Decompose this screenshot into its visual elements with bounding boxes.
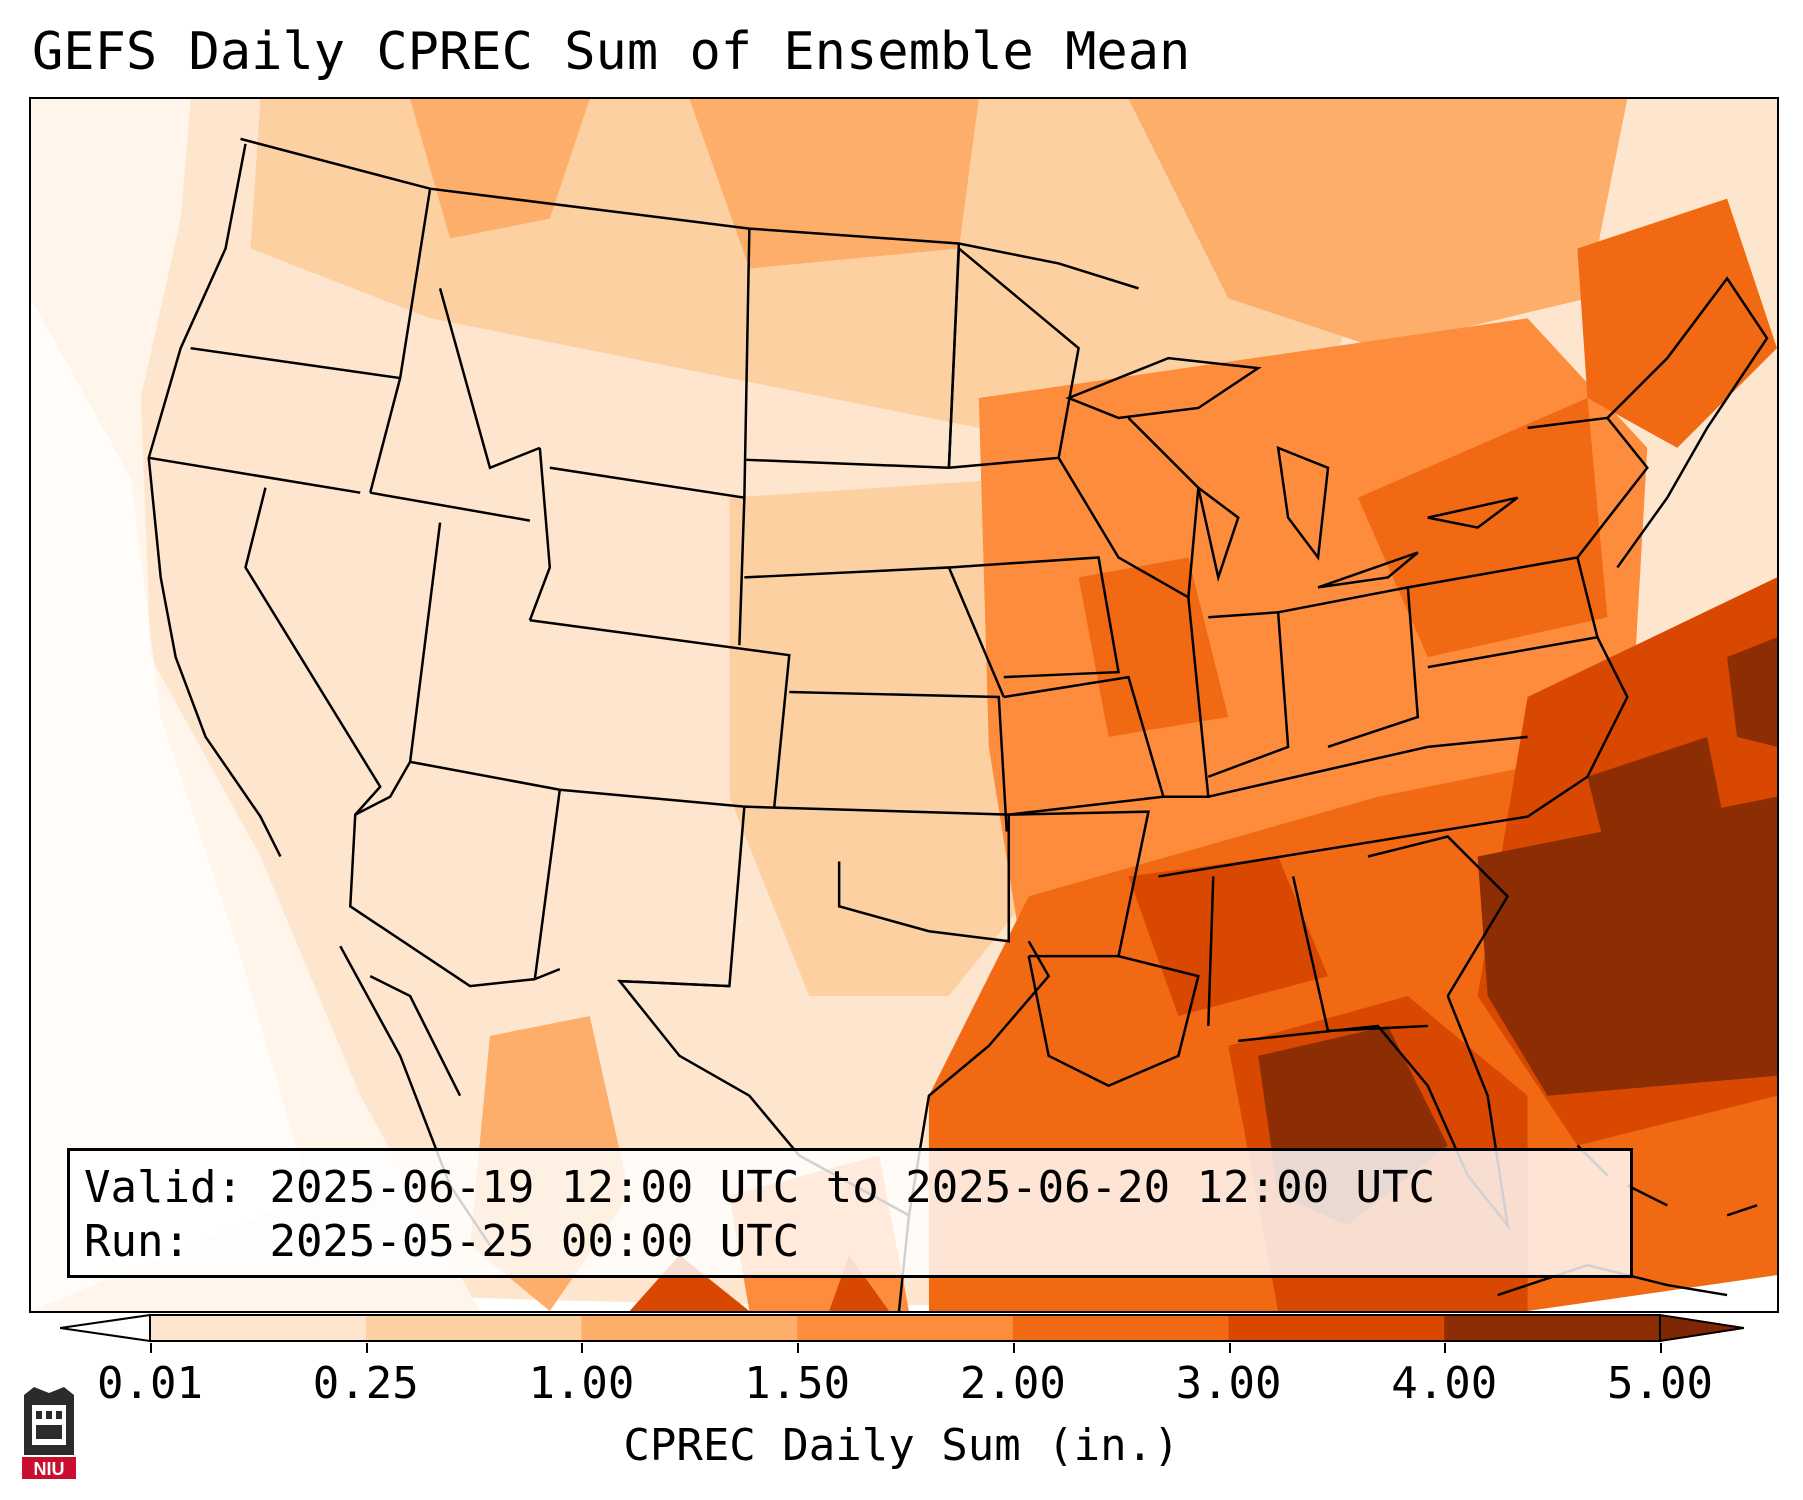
wyoming-west-border [528,447,552,621]
colorbar-tick-mark [797,1343,800,1353]
iowa-borders [948,556,1120,679]
arkansas-borders [1008,810,1150,958]
logo-text: NIU [34,1459,65,1479]
colorbar-segment [150,1315,367,1341]
colorbar-over-arrow [1659,1313,1744,1343]
atlantic-deep-patch-2 [1587,736,1728,857]
arizona-borders [348,761,535,988]
colorbar [60,1313,1744,1343]
illinois-patch [1078,557,1229,737]
montana-east-border [743,228,751,498]
california-nevada-border [244,487,382,816]
colorbar-tick-label: 0.01 [97,1358,203,1409]
colorbar-segment [1228,1315,1445,1341]
northeast-patch [1357,398,1608,658]
lake-huron [1276,445,1330,561]
washington-oregon-border [190,346,401,380]
idaho-montana-border [438,288,541,470]
mexico-patch-2 [629,1255,750,1311]
colorbar-tick-label: 2.00 [959,1358,1066,1409]
map-title: GEFS Daily CPREC Sum of Ensemble Mean [32,22,1191,82]
niu-logo: NIU [22,1387,76,1479]
lake-ontario [1427,496,1519,529]
idaho-south-border [370,491,531,522]
logo-door [36,1425,62,1439]
colorado-borders [529,619,791,807]
louisiana-borders [1027,954,1200,1088]
colorbar-tick-label: 4.00 [1391,1358,1498,1409]
pacific-white-field [31,298,311,1311]
west-interior-field [210,398,750,1096]
logo-badge [22,1457,76,1479]
canada-patch-2 [689,99,979,269]
colorbar-tick-label: 1.50 [744,1358,851,1409]
georgia-sc-border [1367,835,1510,997]
oklahoma-borders [744,805,1011,943]
lake-michigan [1196,484,1240,583]
colorbar-segment [797,1315,1014,1341]
colorbar-tick-mark [1660,1343,1662,1353]
kentucky-tennessee-border [1208,735,1528,798]
valid-run-info-box: Valid: 2025-06-19 12:00 UTC to 2025-06-2… [67,1148,1633,1278]
indiana-borders [1207,610,1290,778]
ohio-borders [1277,585,1420,749]
nd-sd-border [746,458,949,470]
tn-south-border [1158,775,1589,878]
mississippi-alabama-border [1207,876,1215,1026]
colorbar-tick-label: 3.00 [1175,1358,1282,1409]
new-york-borders [1527,416,1649,559]
pacific-coastline [147,143,282,858]
colorbar-tick-label: 1.00 [528,1358,635,1409]
bahamas-2 [1626,1184,1668,1207]
colorbar-label: CPREC Daily Sum (in.) [623,1420,1180,1471]
atlantic-deep-patch [1477,796,1777,1096]
run-label: Run: [84,1216,190,1267]
colorbar-segment [1444,1315,1661,1341]
maine-patch [1577,198,1777,448]
idaho-west-border [369,188,432,494]
alabama-patch [1128,856,1329,1016]
colorbar-segment [365,1315,582,1341]
map-canvas [31,99,1777,1311]
colorbar-tick-label: 0.25 [312,1358,419,1409]
colorbar-tick-label: 5.00 [1607,1358,1713,1409]
bahamas-3 [1726,1204,1758,1217]
oregon-south-border [148,456,361,494]
lake-erie [1317,551,1419,589]
canada-patch-3 [1128,99,1628,349]
new-england-coast [1606,276,1769,569]
us-canada-border [240,137,1139,290]
lake-superior [1065,356,1262,420]
precipitation-map [29,97,1779,1313]
pennsylvania-borders [1407,556,1599,669]
kansas-borders [789,690,1009,832]
colorbar-segment [581,1315,798,1341]
logo-window-3 [56,1411,62,1419]
atlantic-deep-patch-3 [1727,637,1777,747]
colorbar-segment [1012,1315,1230,1341]
sonora-coast [369,974,462,1097]
colorbar-tick-mark [1012,1343,1015,1353]
run-value: 2025-05-25 00:00 UTC [269,1216,800,1267]
colorbar-under-arrow [60,1313,151,1343]
colorbar-tick-mark [1444,1343,1447,1353]
logo-window-1 [36,1411,42,1419]
colorbar-tick-mark [150,1343,152,1353]
colorbar-tick-mark [1228,1343,1231,1353]
colorbar-outline [149,1314,1661,1342]
logo-window-2 [46,1411,52,1419]
colorbar-tick-mark [581,1343,584,1353]
minnesota-borders [947,245,1080,470]
valid-value: 2025-06-19 12:00 UTC to 2025-06-20 12:00… [269,1162,1436,1213]
colorbar-tick-mark [365,1343,368,1353]
mid-atlantic-coast [1586,636,1629,778]
colorbar-segments [150,1315,1661,1341]
valid-label: Valid: [84,1162,243,1213]
missouri-borders [1003,675,1166,816]
